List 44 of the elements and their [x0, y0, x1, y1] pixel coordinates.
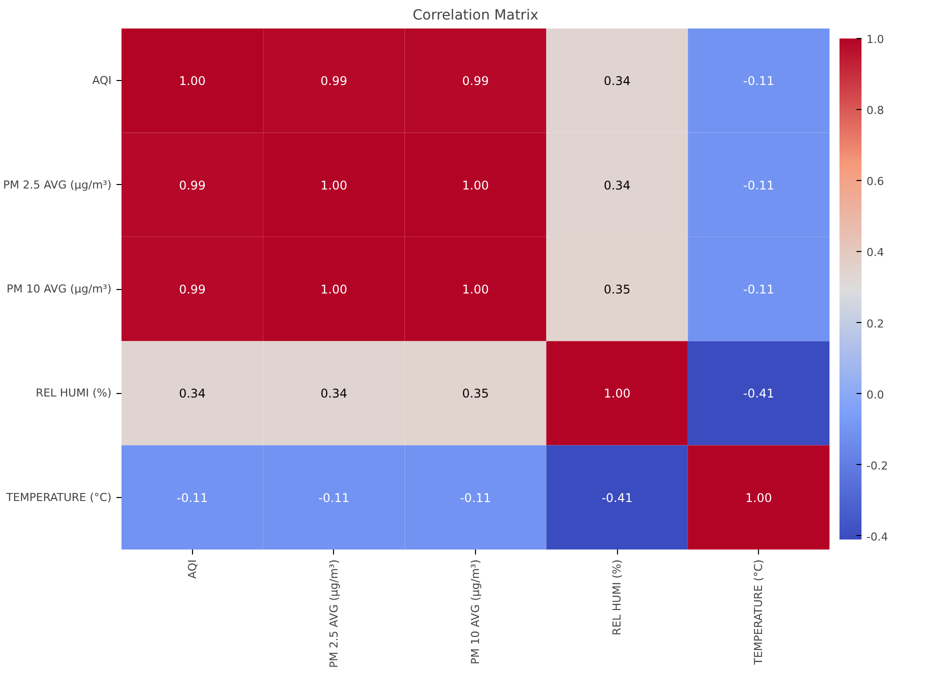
x-tick-label: PM 10 AVG (µg/m³): [469, 559, 482, 664]
data-label: 0.99: [462, 74, 489, 88]
data-label: 0.99: [320, 74, 348, 88]
color-bar-label: 0.4: [866, 246, 884, 260]
x-tick-label: TEMPERATURE (°C): [752, 559, 766, 666]
data-label: 1.00: [178, 74, 206, 88]
data-label: 0.34: [604, 178, 630, 192]
data-label: 0.34: [320, 386, 348, 401]
x-tick-label: REL HUMI (%): [610, 559, 624, 636]
y-tick-label: PM 2.5 AVG (µg/m³): [3, 178, 112, 192]
chart-title: Correlation Matrix: [412, 8, 538, 24]
color-bar-label: 1.0: [866, 33, 884, 46]
data-label: 0.99: [178, 178, 206, 192]
y-tick-label: TEMPERATURE (°C): [5, 490, 112, 504]
data-label: -0.11: [743, 178, 774, 192]
data-label: -0.11: [743, 282, 774, 296]
color-bar-label: -0.4: [866, 530, 888, 544]
y-tick-label: REL HUMI (%): [36, 386, 112, 400]
data-label: 1.00: [320, 282, 348, 296]
data-label: -0.11: [743, 74, 774, 88]
color-bar-label: -0.2: [866, 459, 888, 472]
color-bar-label: 0.0: [866, 388, 884, 402]
data-label: -0.41: [743, 386, 774, 401]
data-label: 1.00: [462, 282, 489, 296]
data-label: 0.35: [462, 386, 489, 401]
x-tick-label: PM 2.5 AVG (µg/m³): [327, 560, 340, 668]
color-bar-label: 0.2: [866, 317, 884, 330]
data-label: 0.34: [604, 74, 630, 88]
data-label: 0.34: [178, 386, 206, 401]
data-label: -0.41: [602, 490, 633, 505]
data-label: 0.35: [604, 282, 630, 296]
data-label: 0.99: [178, 282, 206, 296]
color-bar-label: 0.6: [866, 175, 884, 188]
data-label: 1.00: [745, 490, 772, 505]
data-label: -0.11: [460, 490, 492, 505]
x-tick-label: AQI: [186, 560, 199, 579]
data-label: 1.00: [604, 386, 630, 401]
y-tick-label: AQI: [92, 74, 112, 88]
y-tick-label: PM 10 AVG (µg/m³): [6, 282, 112, 296]
data-label: -0.11: [318, 490, 350, 505]
data-label: 1.00: [320, 178, 348, 192]
data-label: 1.00: [462, 178, 489, 192]
data-label: -0.11: [176, 490, 208, 505]
color-bar-label: 0.8: [866, 104, 884, 118]
